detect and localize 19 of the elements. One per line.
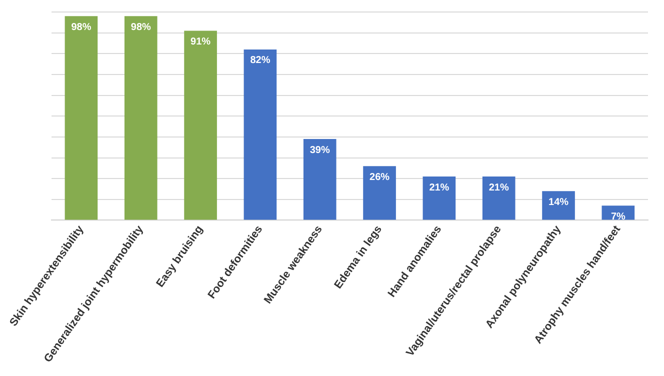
data-label: 7% (610, 211, 626, 222)
data-label: 21% (488, 182, 509, 194)
bar (482, 176, 516, 220)
bar (422, 176, 456, 220)
data-label: 14% (548, 196, 569, 208)
data-label: 98% (130, 22, 151, 33)
bar (64, 16, 98, 220)
bar (244, 49, 277, 220)
data-label: 82% (250, 55, 270, 66)
data-label: 98% (71, 22, 92, 33)
bar (184, 30, 217, 220)
data-label: 39% (310, 144, 330, 156)
bar (363, 166, 396, 220)
bar (124, 16, 158, 220)
bar (303, 139, 336, 220)
data-label: 26% (370, 172, 390, 183)
data-label: 21% (429, 182, 450, 194)
data-label: 91% (190, 36, 211, 48)
bar (542, 191, 575, 220)
